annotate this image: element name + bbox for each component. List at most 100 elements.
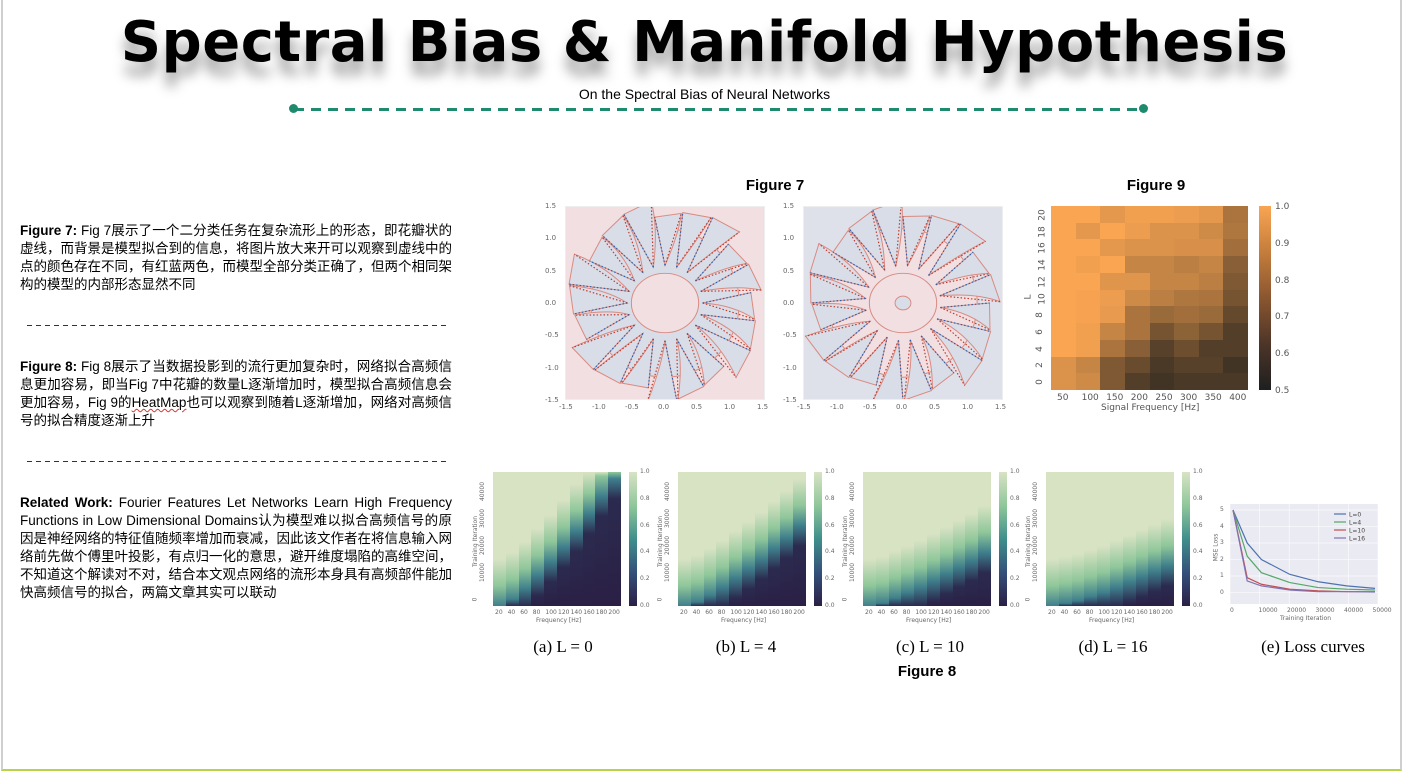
heatmap-cell (1223, 256, 1248, 273)
heatmap-cell (1174, 356, 1199, 374)
axis-tick-label: 0.5 (1275, 386, 1290, 396)
axis-tick-label: 0.0 (1193, 602, 1203, 609)
axis-tick-label: 0.2 (1193, 575, 1203, 583)
heatmap-cell (1149, 222, 1175, 240)
heatmap-column (595, 472, 609, 606)
axis-tick-label: 100 (730, 609, 742, 616)
page-title: Spectral Bias & Manifold Hypothesis (120, 10, 1289, 75)
axis-tick-label: 140 (755, 609, 768, 616)
heatmap-cell (1124, 323, 1150, 340)
axis-tick-label: 0.8 (1193, 494, 1203, 502)
axis-tick-label: 0 (656, 597, 664, 602)
heatmap-cell (1075, 272, 1101, 290)
axis-tick-label: 16 (1037, 242, 1048, 255)
axis-tick-label: 50 (1057, 393, 1069, 403)
axis-tick-label: 0.5 (545, 266, 557, 275)
axis-tick-label: 160 (583, 609, 595, 616)
heatmap-column (556, 472, 570, 606)
colorbar (1259, 206, 1271, 390)
heatmap-cell (1174, 272, 1199, 290)
heatmap-cell (1198, 356, 1224, 374)
heatmap-column (716, 472, 730, 606)
axis-tick-label: 10 (1037, 292, 1048, 305)
axis-tick-label: 0 (1230, 607, 1234, 614)
svg-text:L=10: L=10 (1349, 528, 1365, 535)
heatmap-cell (1223, 272, 1248, 290)
axis-tick-label: 4 (1034, 345, 1045, 352)
figure-7-right-plot: 1.5 1.0 0.5 0.0 -0.5 -1.0 -1.5 -1.5 -1.0 -0.5 0.0 0… (781, 200, 1011, 415)
axis-tick-label: 6 (1034, 329, 1045, 335)
axis-tick-label: 40000 (479, 481, 487, 502)
axis-tick-label: 0.0 (1010, 602, 1020, 609)
figure-8e-loss-curves: L=0 L=4 L=10 L=16 5 4 3 2 1 0 MSE Loss 0 10000 20000 3… (1208, 498, 1392, 628)
heatmap-cell (1124, 239, 1150, 257)
axis-tick-label: 60 (705, 609, 713, 616)
axis-tick-label: 1.0 (825, 468, 835, 475)
axis-tick-label: 180 (1148, 609, 1161, 616)
axis-tick-label: 0.6 (1193, 521, 1203, 529)
heatmap-column (608, 472, 621, 606)
heatmap-cell (1149, 339, 1175, 357)
heatmap-column (863, 472, 876, 606)
axis-tick-label: 30000 (664, 508, 672, 529)
figure-8d-heatmap: 40000 30000 20000 10000 0 Training Iteration 2… (1021, 468, 1206, 628)
heatmap-cell (1100, 256, 1125, 273)
heatmap-column (690, 472, 704, 606)
axis-tick-label: 0.5 (691, 403, 703, 411)
axis-tick-label: 100 (915, 609, 927, 616)
axis-tick-label: 200 (1161, 609, 1173, 616)
heatmap-cell (1124, 373, 1150, 390)
heatmap-cell (1198, 222, 1224, 240)
axis-tick-label: 0.4 (1010, 548, 1020, 556)
heatmap-cell (1174, 289, 1199, 307)
axis-tick-label: 0.8 (1275, 275, 1290, 286)
axis-tick-label: -1.0 (830, 403, 844, 411)
axis-tick-label: 120 (928, 609, 940, 616)
axis-tick-label: Frequency [Hz] (721, 617, 767, 624)
heatmap-cell (1124, 256, 1150, 273)
dashed-separator (27, 325, 447, 326)
heatmap-cell (1124, 339, 1150, 357)
axis-tick-label: 40000 (849, 481, 857, 502)
heatmap-column (793, 472, 806, 606)
heatmap-cell (1100, 206, 1125, 223)
training-heatmap (1046, 472, 1174, 606)
figure-9-heatmap: 20 18 16 14 12 10 8 6 4 2 0 L 50 100 150 200 250 300 350 40… (1023, 200, 1293, 420)
axis-tick-label: L (1023, 294, 1034, 300)
axis-tick-label: 1.0 (545, 234, 557, 243)
divider-start-dot (289, 104, 298, 113)
axis-tick-label: 160 (1136, 609, 1148, 616)
heatmap-column (703, 472, 717, 606)
heatmap-cell (1223, 239, 1248, 257)
axis-tick-label: 40000 (1032, 481, 1040, 502)
heatmap-cell (1174, 222, 1199, 240)
heatmap-cell (1051, 323, 1076, 340)
heatmap-cell (1198, 306, 1224, 324)
axis-tick-label: -1.0 (545, 363, 559, 372)
axis-tick-label: 10000 (479, 562, 487, 583)
axis-tick-label: 0.0 (545, 298, 557, 307)
heatmap-cell (1124, 272, 1150, 290)
heatmap-column (531, 472, 545, 606)
heatmap-cell (1149, 206, 1175, 223)
axis-tick-label: 200 (1130, 393, 1148, 403)
axis-tick-label: 30000 (479, 508, 487, 529)
heatmap-column (505, 472, 519, 606)
note-label: Related Work: (20, 495, 113, 510)
axis-tick-label: 1.5 (757, 403, 769, 411)
axis-tick-label: Signal Frequency [Hz] (1101, 403, 1200, 413)
axis-tick-label: 0.8 (1010, 494, 1020, 502)
axis-tick-label: 80 (1085, 609, 1094, 616)
svg-text:L=16: L=16 (1349, 536, 1365, 543)
axis-tick-label: 20000 (1287, 607, 1307, 614)
axis-tick-label: 0 (1024, 597, 1032, 602)
axis-tick-label: 0.4 (640, 548, 650, 556)
svg-text:L=0: L=0 (1349, 512, 1361, 519)
heatmap-column (952, 472, 966, 606)
figure-7-left-plot: 1.5 1.0 0.5 0.0 -0.5 -1.0 -1.5 -1.5 -1.0 -0.5 0.0 0… (543, 200, 773, 415)
heatmap-cell (1075, 323, 1101, 340)
heatmap-cell (1100, 339, 1125, 357)
axis-tick-label: 160 (953, 609, 965, 616)
heatmap-cell (1124, 356, 1150, 374)
heatmap-cell (1075, 339, 1101, 357)
